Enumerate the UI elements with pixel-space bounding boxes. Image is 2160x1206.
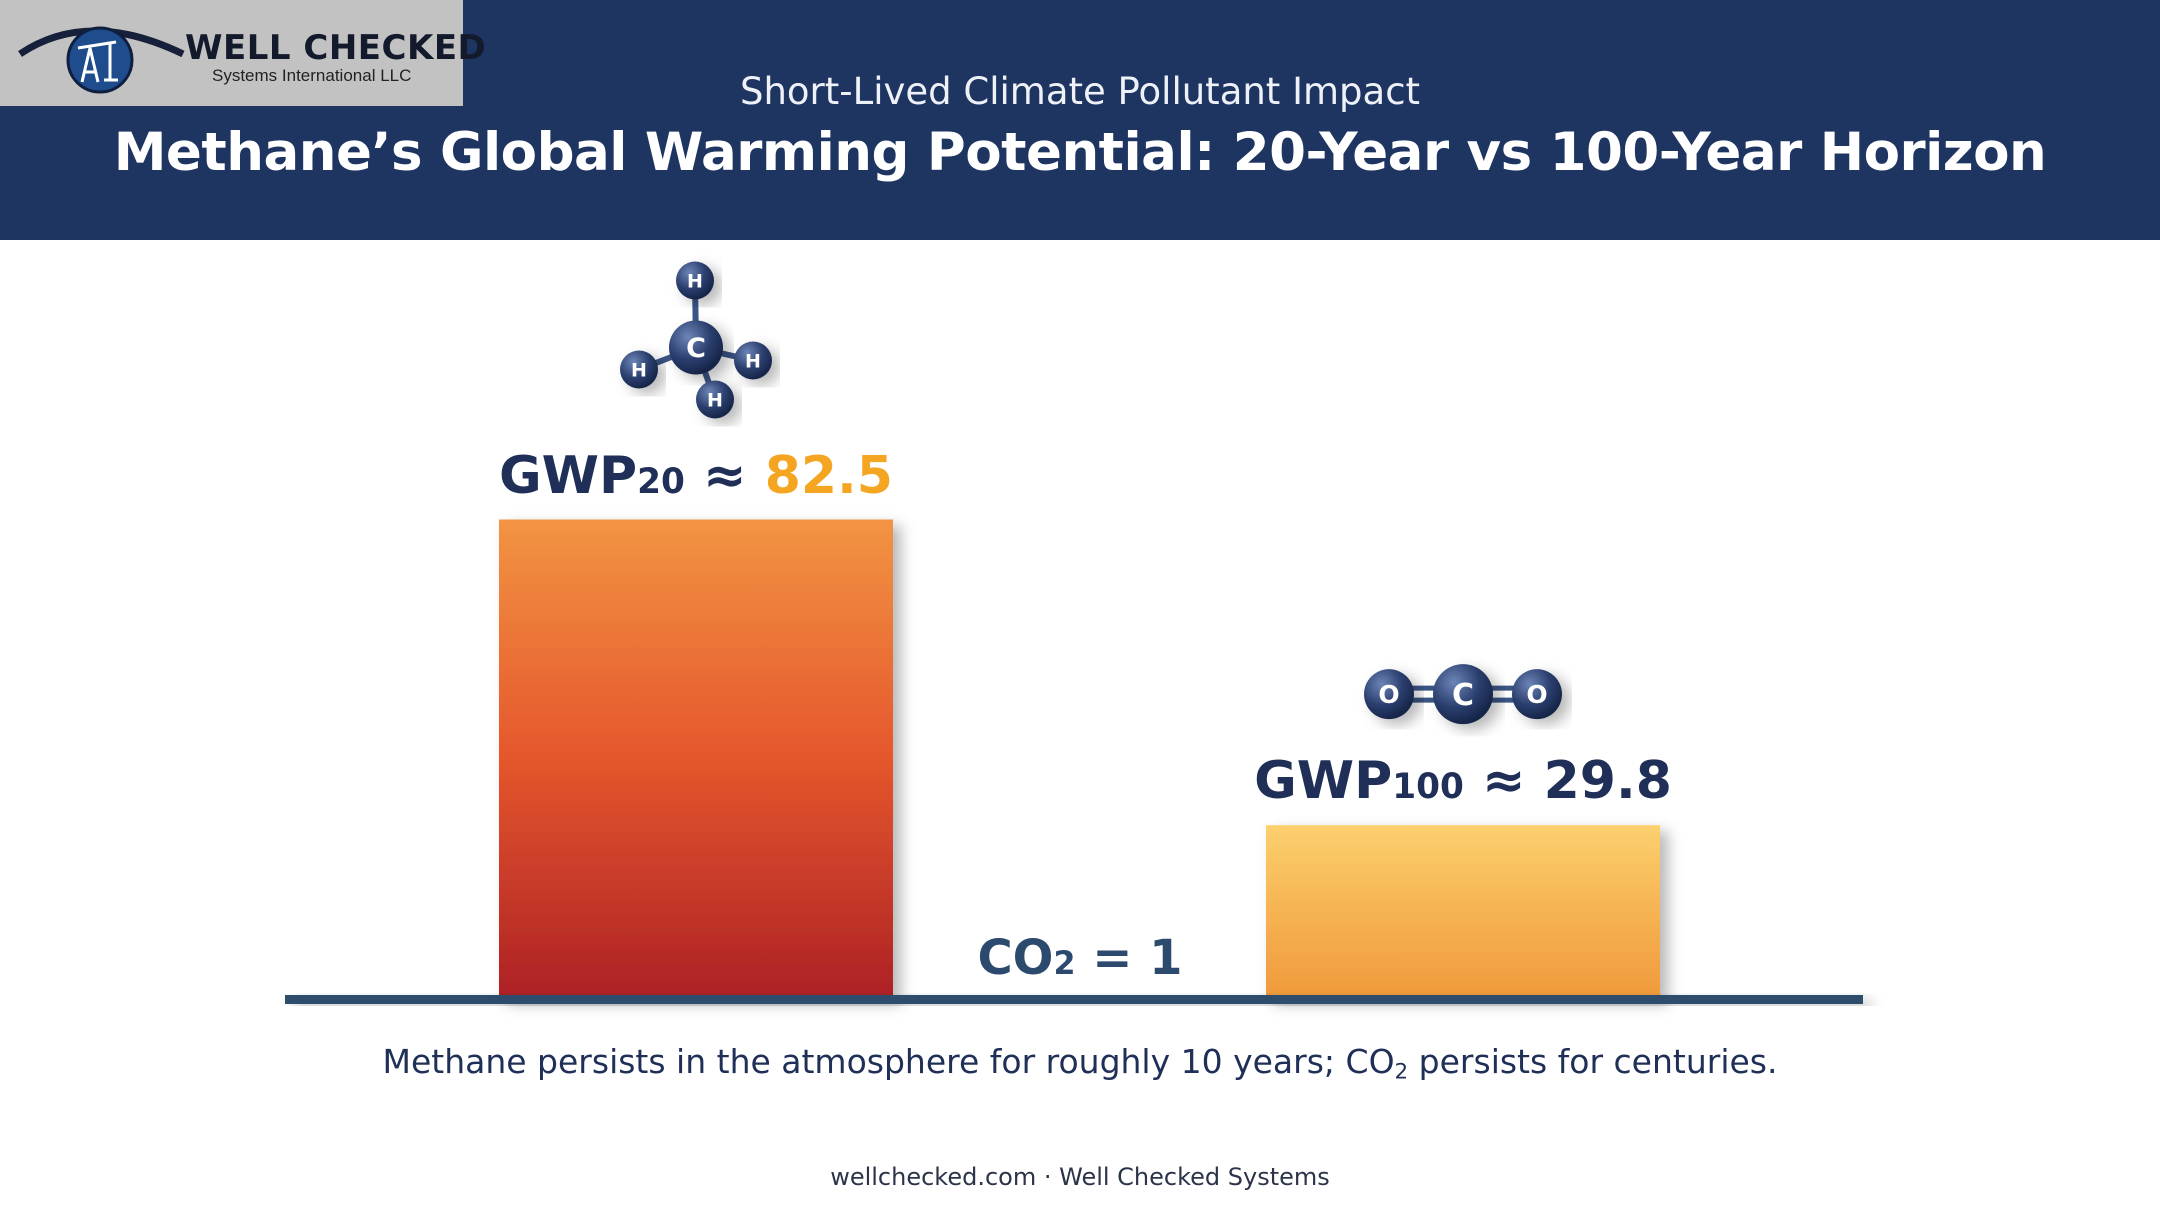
hydrogen-atom: H: [676, 261, 714, 300]
svg-text:H: H: [707, 389, 723, 411]
carbon-dioxide-molecule-icon: O OC: [1364, 664, 1562, 725]
svg-text:O: O: [1526, 680, 1547, 709]
oil-derrick-logo-icon: [18, 26, 185, 94]
hydrogen-atom: H: [620, 350, 658, 389]
svg-text:H: H: [687, 270, 703, 292]
page-title: Methane’s Global Warming Potential: 20-Y…: [113, 122, 2047, 183]
bar-gwp100: [1266, 825, 1660, 998]
co2-reference-label: CO2 = 1: [977, 930, 1183, 986]
svg-text:C: C: [1452, 678, 1474, 713]
methane-molecule-icon: HH HHC: [620, 261, 772, 419]
hydrogen-atom: H: [696, 380, 734, 419]
bar-gwp20: [499, 519, 893, 998]
svg-text:C: C: [686, 333, 706, 364]
footer-credit: wellchecked.com · Well Checked Systems: [830, 1163, 1330, 1191]
hydrogen-atom: H: [734, 341, 772, 380]
page-subtitle: Short-Lived Climate Pollutant Impact: [739, 70, 1421, 113]
oxygen-atom: O: [1512, 669, 1562, 720]
svg-text:O: O: [1378, 680, 1399, 709]
chart-baseline: [285, 995, 1863, 1004]
carbon-atom: C: [669, 320, 723, 375]
data-label-gwp100: GWP100 ≈ 29.8: [1254, 751, 1672, 812]
data-label-gwp20: GWP20 ≈ 82.5: [499, 445, 893, 506]
chart-caption: Methane persists in the atmosphere for r…: [382, 1042, 1778, 1085]
logo[interactable]: WELL CHECKED Systems International LLC: [0, 0, 486, 106]
logo-name: WELL CHECKED: [185, 28, 487, 68]
svg-text:H: H: [745, 350, 761, 372]
svg-text:H: H: [631, 359, 647, 381]
carbon-atom: C: [1433, 664, 1493, 725]
logo-tagline: Systems International LLC: [212, 66, 412, 85]
header-banner: WELL CHECKED Systems International LLC S…: [0, 0, 2160, 240]
oxygen-atom: O: [1364, 669, 1414, 720]
